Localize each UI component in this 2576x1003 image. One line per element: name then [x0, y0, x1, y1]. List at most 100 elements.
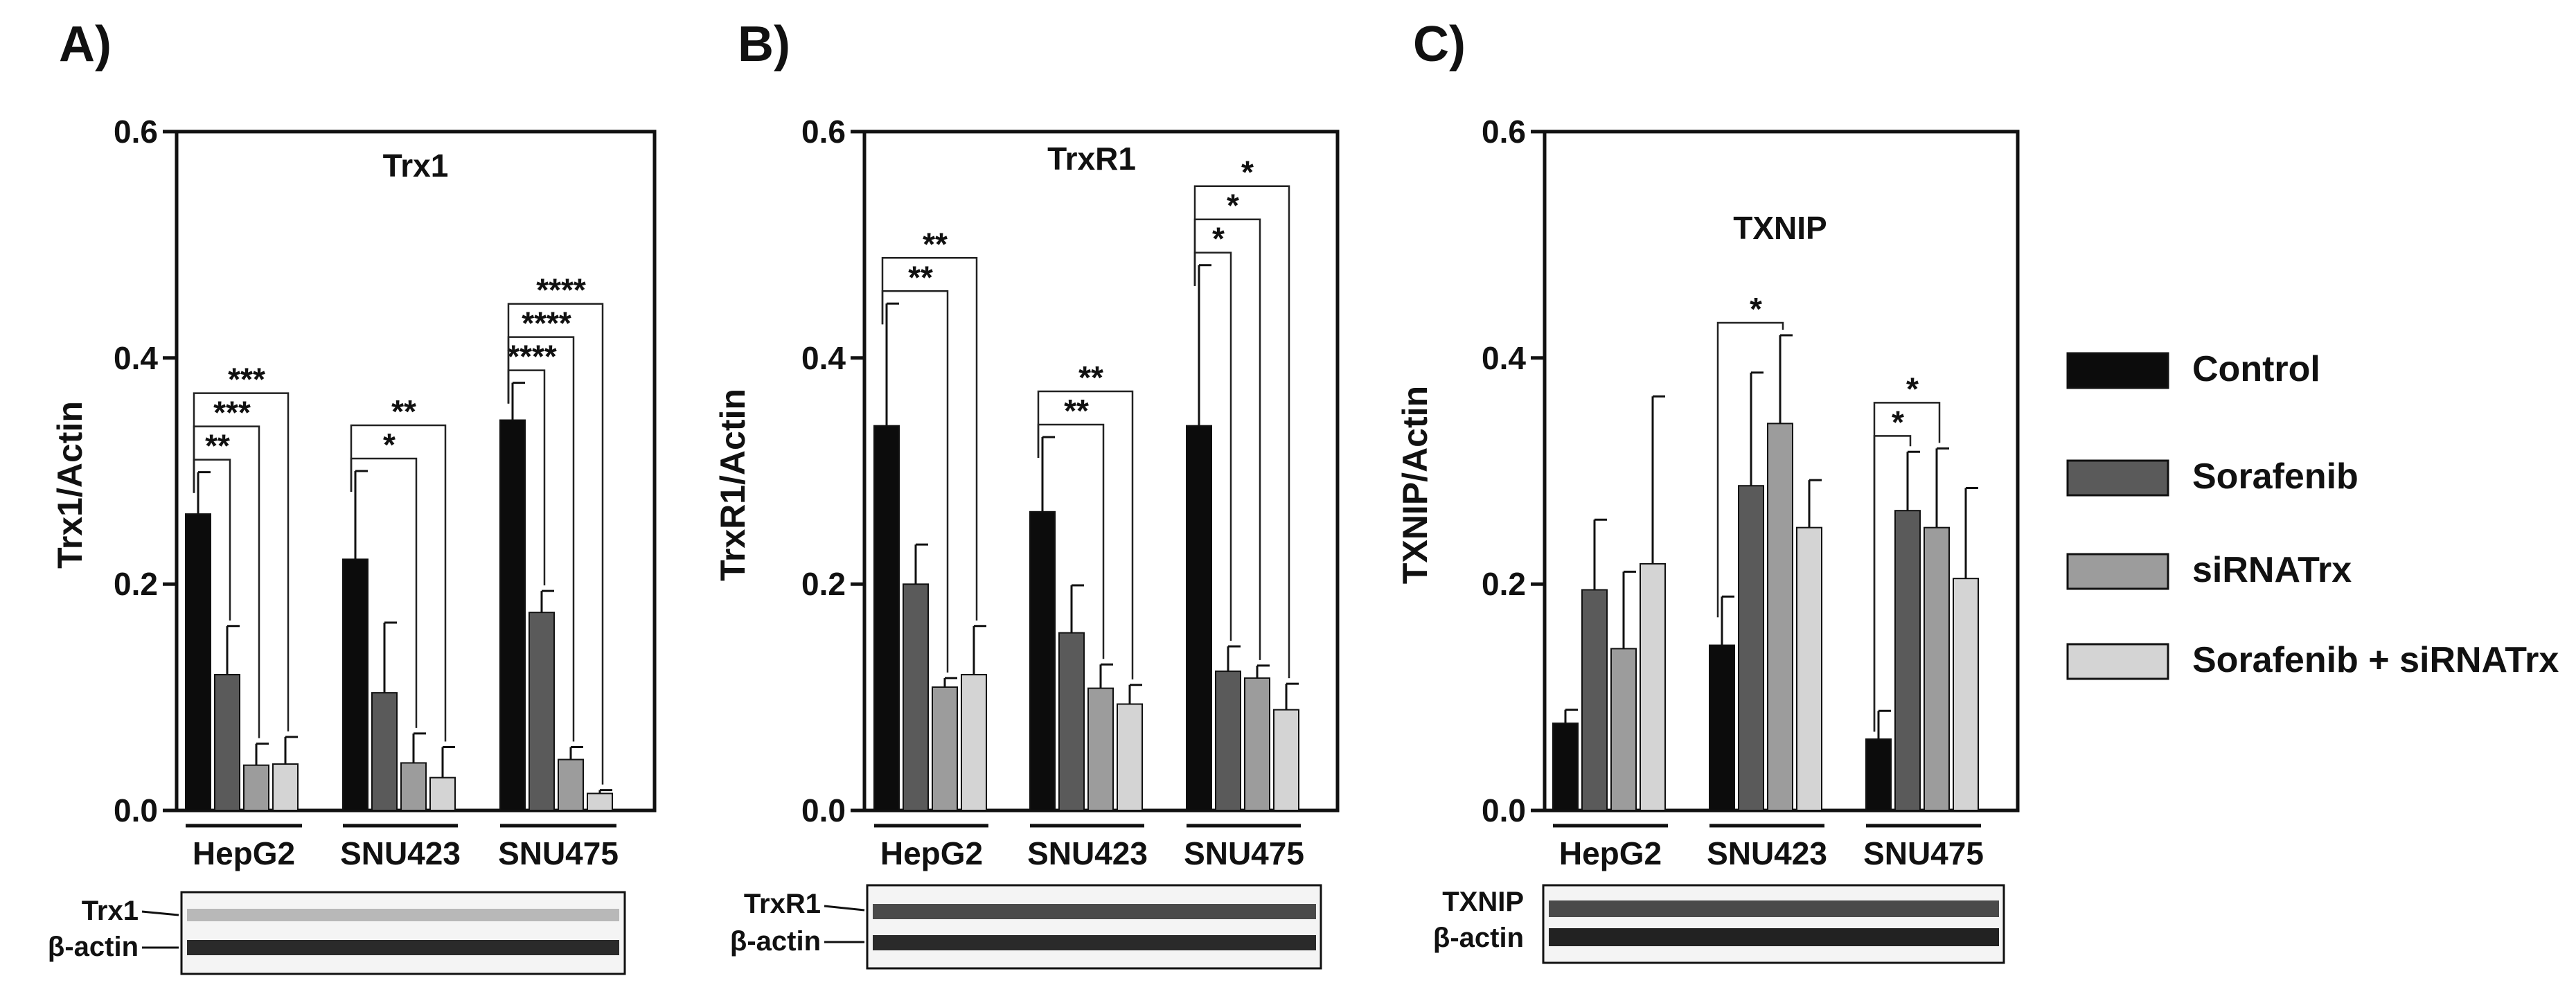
chart-title: Trx1 — [383, 148, 449, 184]
significance-bracket — [1037, 390, 1134, 680]
western-blot: TrxR1 β-actin — [730, 884, 1322, 970]
bar — [903, 583, 929, 811]
bar — [1117, 703, 1143, 812]
bar — [214, 674, 240, 811]
x-tick-label: HepG2 — [1559, 835, 1662, 871]
y-tick-label: 0.4 — [801, 340, 846, 376]
bar — [1865, 738, 1892, 811]
bar — [873, 425, 900, 811]
bar — [1640, 562, 1666, 812]
x-tick-label: SNU423 — [1707, 835, 1827, 871]
significance-label: ** — [923, 226, 948, 262]
bar — [499, 419, 526, 811]
bar — [1029, 511, 1056, 811]
x-tick-label: SNU475 — [1863, 835, 1984, 871]
bar — [342, 558, 368, 812]
blot-label: β-actin — [1433, 923, 1524, 953]
legend-swatch-control — [2066, 352, 2169, 389]
bar — [1581, 589, 1608, 811]
bar — [1552, 722, 1579, 811]
y-tick-label: 0.6 — [801, 114, 846, 150]
chart-title: TXNIP — [1733, 210, 1827, 246]
bar — [1215, 671, 1241, 811]
bar — [400, 762, 427, 812]
blot-band-row — [873, 935, 1316, 950]
chart-title: TrxR1 — [1047, 141, 1136, 177]
legend-label: siRNATrx — [2192, 550, 2352, 590]
significance-label: ** — [908, 259, 933, 295]
significance-bracket — [881, 257, 978, 621]
y-axis-label: TXNIP/Actin — [1396, 386, 1434, 584]
plot-area: *********** — [873, 154, 1299, 812]
legend-swatch-combination — [2066, 643, 2169, 680]
panel-label: A) — [59, 17, 112, 72]
bar — [1709, 644, 1735, 811]
blot-frame — [1542, 884, 2005, 964]
significance-label: **** — [507, 339, 557, 375]
blot-frame — [180, 891, 626, 975]
bar — [185, 513, 211, 811]
legend-label: Control — [2192, 349, 2320, 389]
blot-band-row — [187, 940, 619, 955]
legend: Control Sorafenib siRNATrx Sorafenib + s… — [2066, 349, 2559, 680]
bar — [1087, 687, 1114, 811]
significance-label: ** — [391, 393, 416, 429]
blot-band-row — [187, 909, 619, 921]
significance-label: * — [1227, 188, 1239, 224]
bar — [1273, 709, 1299, 811]
significance-label: **** — [522, 305, 571, 341]
y-tick-label: 0.2 — [801, 566, 846, 602]
significance-label: * — [1750, 291, 1762, 327]
blot-band-row — [873, 904, 1316, 919]
bar — [1924, 526, 1950, 812]
significance-label: * — [1212, 221, 1225, 257]
significance-label: **** — [536, 272, 586, 308]
y-tick-label: 0.6 — [114, 114, 158, 150]
panel-label: B) — [738, 17, 790, 72]
bar — [528, 612, 555, 812]
significance-bracket — [1716, 321, 1784, 618]
legend-label: Sorafenib + siRNATrx — [2192, 640, 2559, 680]
x-tick-label: SNU423 — [1027, 835, 1148, 871]
blot-label: TrxR1 — [744, 889, 821, 919]
panel-c: C) TXNIP/Actin TXNIP 0.0 0.2 0.4 0.6 ***… — [1396, 17, 2020, 964]
bar — [1796, 526, 1822, 812]
y-tick-label: 0.4 — [1482, 340, 1526, 376]
significance-label: * — [1241, 154, 1254, 190]
bar — [1244, 677, 1270, 812]
bar — [558, 758, 584, 811]
significance-label: ** — [1078, 360, 1103, 396]
y-axis-label: Trx1/Actin — [51, 401, 89, 569]
x-axis: HepG2 SNU423 SNU475 — [874, 824, 1304, 871]
significance-bracket — [350, 424, 447, 742]
x-axis: HepG2 SNU423 SNU475 — [186, 824, 619, 871]
significance-label: ** — [205, 428, 230, 464]
significance-bracket — [507, 303, 604, 785]
x-axis: HepG2 SNU423 SNU475 — [1553, 824, 1984, 871]
western-blot: TXNIP β-actin — [1433, 884, 2005, 964]
blot-pointer — [141, 910, 179, 916]
x-tick-label: HepG2 — [193, 835, 295, 871]
significance-bracket — [1873, 402, 1941, 732]
panel-a: A) Trx1/Actin Trx1 0.0 0.2 0.4 0.6 *****… — [48, 17, 657, 975]
significance-label: *** — [213, 395, 251, 431]
bar — [429, 776, 456, 811]
legend-swatch-sirnatrx — [2066, 553, 2169, 590]
blot-label: β-actin — [730, 926, 821, 957]
significance-label: *** — [228, 362, 265, 398]
bar — [961, 674, 987, 811]
y-tick-label: 0.2 — [114, 566, 158, 602]
blot-frame — [866, 884, 1322, 970]
y-tick-label: 0.2 — [1482, 566, 1526, 602]
bar — [1058, 632, 1085, 811]
bar — [1894, 510, 1921, 812]
significance-label: ** — [1064, 393, 1089, 429]
y-axis-label: TrxR1/Actin — [713, 389, 752, 581]
panel-b: B) TrxR1/Actin TrxR1 0.0 0.2 0.4 0.6 ***… — [713, 17, 1340, 970]
legend-label: Sorafenib — [2192, 456, 2359, 497]
bar — [587, 792, 613, 811]
y-tick-label: 0.4 — [114, 340, 158, 376]
plot-area: *********************** — [185, 272, 613, 812]
legend-swatch-sorafenib — [2066, 459, 2169, 497]
